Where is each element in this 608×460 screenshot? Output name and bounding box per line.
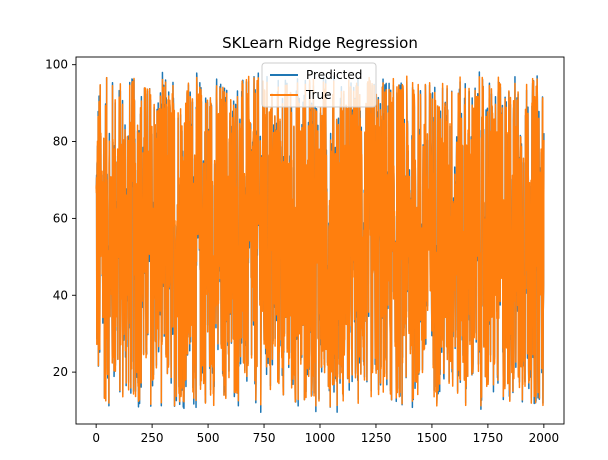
axes-layer: 0 250 500 750 1000 1250 1500 1750 2000 20 40 60 80 10… bbox=[45, 56, 565, 445]
x-tick-label: 1250 bbox=[361, 431, 392, 445]
x-tick-label: 1750 bbox=[473, 431, 504, 445]
x-tick-label: 750 bbox=[253, 431, 276, 445]
legend-label-true: True bbox=[305, 88, 332, 102]
x-tick-label: 2000 bbox=[529, 431, 560, 445]
legend-label-predicted: Predicted bbox=[306, 68, 362, 82]
y-tick-label: 40 bbox=[53, 288, 68, 302]
y-tick-label: 60 bbox=[53, 211, 68, 225]
y-tick-label: 80 bbox=[53, 135, 68, 149]
y-tick-label: 100 bbox=[45, 58, 68, 72]
series-layer bbox=[95, 71, 545, 413]
x-tick-label: 500 bbox=[197, 431, 220, 445]
series-line-true bbox=[95, 75, 545, 408]
legend: Predicted True bbox=[261, 62, 377, 108]
y-tick-label: 20 bbox=[53, 365, 68, 379]
chart-title: SKLearn Ridge Regression bbox=[222, 34, 418, 52]
x-tick-label: 250 bbox=[141, 431, 164, 445]
x-tick-label: 1500 bbox=[417, 431, 448, 445]
x-tick-label: 1000 bbox=[305, 431, 336, 445]
x-tick-label: 0 bbox=[92, 431, 100, 445]
